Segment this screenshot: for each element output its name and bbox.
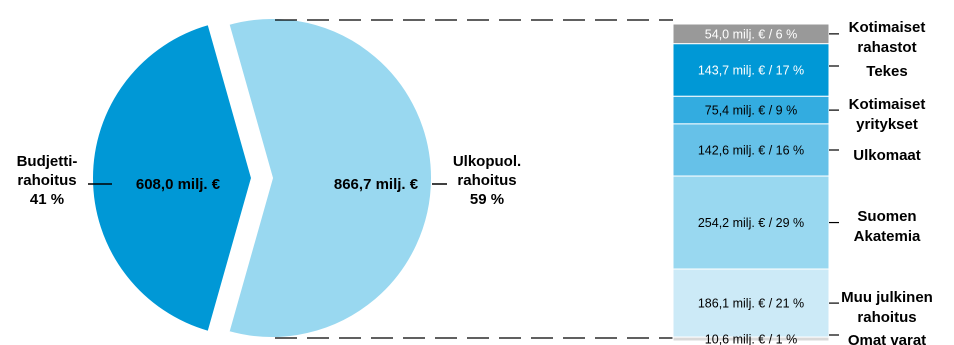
bar-segment-label-line: Ulkomaat [853,147,921,164]
pie [91,17,433,339]
bar-segment-value: 143,7 milj. € / 17 % [698,64,804,78]
pie-label-external-line: Ulkopuol. [453,153,521,170]
bar-segment-label-line: Suomen [857,208,916,225]
bar-segment [672,336,830,342]
pie-slice-external [227,17,433,339]
bar-segment-label-line: Tekes [866,63,907,80]
pie-value-budget: 608,0 milj. € [136,176,221,193]
bar-segment [672,268,830,338]
bar-segment-label-line: rahastot [857,39,916,56]
bar-segment [672,123,830,177]
bar-segment-value: 142,6 milj. € / 16 % [698,143,804,157]
bar-segment-label-line: Kotimaiset [849,96,926,113]
bar-segment-label-line: yritykset [856,116,918,133]
bar-segment-value: 254,2 milj. € / 29 % [698,216,804,230]
pie-label-external-line: 59 % [470,191,504,208]
bar-segment-value: 186,1 milj. € / 21 % [698,297,804,311]
bar-segment-label-line: Kotimaiset [849,19,926,36]
bar-segment-value: 10,6 milj. € / 1 % [705,333,797,345]
bar-segment-label-line: Akatemia [854,228,921,245]
bar-segment-value: 54,0 milj. € / 6 % [705,27,797,41]
pie-value-external: 866,7 milj. € [334,176,419,193]
pie-label-external-line: rahoitus [457,172,516,189]
bar-segment-label-line: Muu julkinen [841,289,933,306]
breakdown-bar: 54,0 milj. € / 6 % 143,7 milj. € / 17 % 75… [672,23,830,345]
pie-label-budget-line: 41 % [30,191,64,208]
connector-lines [275,19,673,339]
bar-segment [672,175,830,270]
pie-label-budget-line: Budjetti- [17,153,78,170]
bar-segment-label-line: Omat varat [848,332,926,345]
pie-label-budget-line: rahoitus [17,172,76,189]
pie-slice-budget [91,22,254,334]
bar-segment [672,43,830,97]
bar-segment-value: 75,4 milj. € / 9 % [705,104,797,118]
bar-segment-label-line: rahoitus [857,309,916,326]
labels: 608,0 milj. € Budjetti-rahoitus 41 % 866,7 … [17,19,933,345]
